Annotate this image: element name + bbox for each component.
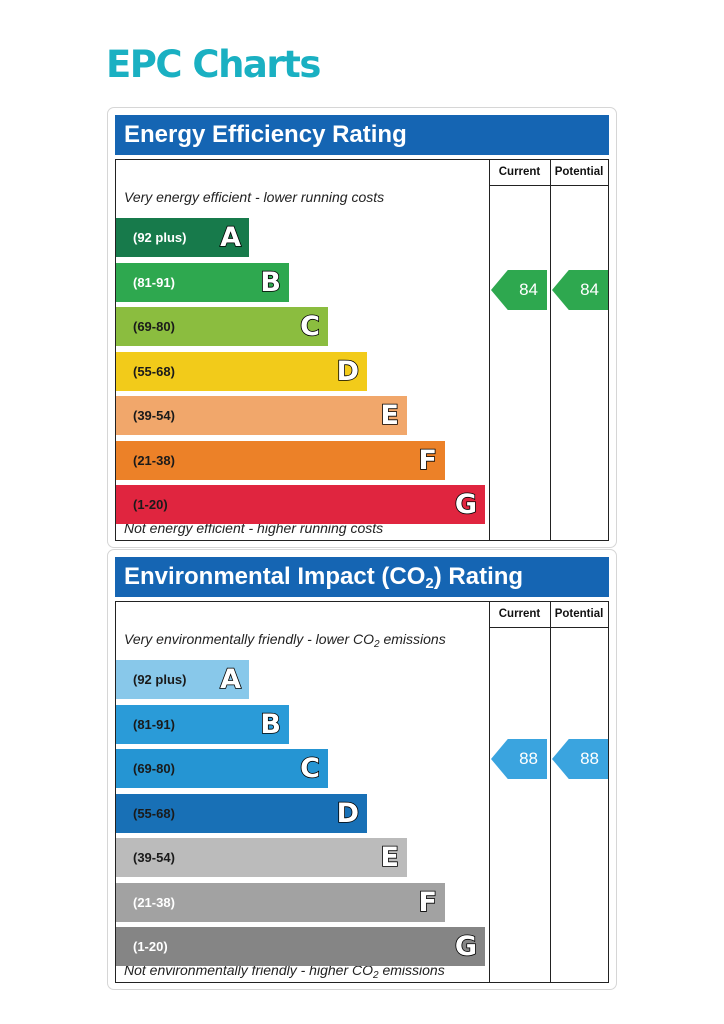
band-letter: E bbox=[380, 399, 400, 432]
band-range-label: (39-54) bbox=[133, 850, 175, 865]
caption-text-end: emissions bbox=[379, 631, 446, 647]
potential-column-header: Potential bbox=[554, 608, 604, 620]
band-bar-f: (21-38) F bbox=[116, 440, 445, 480]
band-bar-a: (92 plus) A bbox=[116, 218, 249, 257]
top-caption: Very energy efficient - lower running co… bbox=[124, 189, 385, 205]
band-letter: E bbox=[380, 841, 400, 874]
divider bbox=[550, 160, 551, 540]
band-range-label: (21-38) bbox=[133, 452, 175, 468]
band-bar-a: (92 plus) A bbox=[116, 660, 249, 699]
caption-text-end: emissions bbox=[378, 962, 445, 978]
band-letter: A bbox=[219, 221, 241, 254]
band-range-label: (21-38) bbox=[133, 894, 175, 910]
band-letter: D bbox=[336, 355, 360, 388]
band-bar-e: (39-54) E bbox=[116, 838, 407, 877]
band-range-label: (1-20) bbox=[133, 939, 168, 954]
header-text: Environmental Impact (CO bbox=[124, 563, 426, 590]
band-bar-f: (21-38) F bbox=[116, 882, 445, 922]
band-range-label: (92 plus) bbox=[133, 672, 187, 687]
current-column-header: Current bbox=[498, 166, 541, 178]
band-range-label: (81-91) bbox=[133, 716, 175, 732]
band-bar-g: (1-20) G bbox=[116, 485, 485, 524]
divider bbox=[489, 602, 490, 982]
current-rating-arrow: 88 bbox=[491, 739, 547, 779]
energy-efficiency-chart: Energy Efficiency Rating Current Potenti… bbox=[107, 107, 617, 548]
divider bbox=[489, 160, 490, 540]
environmental-impact-chart: Environmental Impact (CO2) Rating Curren… bbox=[107, 549, 617, 990]
band-bar-c: (69-80) C bbox=[116, 307, 328, 346]
band-range-label: (1-20) bbox=[133, 497, 168, 512]
current-rating-value: 88 bbox=[519, 749, 538, 768]
divider bbox=[489, 185, 608, 186]
caption-subscript: 2 bbox=[374, 639, 380, 650]
band-range-label: (55-68) bbox=[133, 805, 175, 821]
band-letter: F bbox=[418, 886, 438, 919]
potential-rating-arrow: 84 bbox=[552, 270, 608, 310]
band-letter: G bbox=[454, 930, 478, 963]
band-letter: C bbox=[299, 310, 320, 343]
band-letter: D bbox=[336, 797, 360, 830]
band-letter: B bbox=[260, 266, 282, 299]
caption-text: Very environmentally friendly - lower CO bbox=[124, 631, 375, 647]
header-subscript: 2 bbox=[425, 575, 434, 592]
band-range-label: (55-68) bbox=[133, 363, 175, 379]
band-bar-c: (69-80) C bbox=[116, 749, 328, 788]
current-rating-value: 84 bbox=[519, 280, 538, 299]
potential-column-header: Potential bbox=[554, 166, 604, 178]
energy-chart-header: Energy Efficiency Rating bbox=[115, 115, 609, 155]
divider bbox=[550, 602, 551, 982]
potential-rating-arrow: 88 bbox=[552, 739, 608, 779]
current-rating-arrow: 84 bbox=[491, 270, 547, 310]
energy-chart-grid: Current Potential Very energy efficient … bbox=[115, 159, 609, 541]
environment-chart-grid: Current Potential Very environmentally f… bbox=[115, 601, 609, 983]
page-title: EPC Charts bbox=[106, 43, 321, 86]
band-bar-d: (55-68) D bbox=[116, 793, 367, 833]
top-caption: Very environmentally friendly - lower CO… bbox=[124, 631, 446, 650]
band-range-label: (39-54) bbox=[133, 408, 175, 423]
band-bar-b: (81-91) B bbox=[116, 262, 289, 302]
caption-subscript: 2 bbox=[373, 970, 379, 981]
band-range-label: (81-91) bbox=[133, 274, 175, 290]
band-range-label: (92 plus) bbox=[133, 230, 187, 245]
potential-rating-value: 84 bbox=[580, 280, 599, 299]
band-bar-d: (55-68) D bbox=[116, 351, 367, 391]
current-column-header: Current bbox=[498, 608, 541, 620]
band-letter: B bbox=[260, 708, 282, 741]
band-bar-b: (81-91) B bbox=[116, 704, 289, 744]
environment-chart-header: Environmental Impact (CO2) Rating bbox=[115, 557, 609, 597]
band-range-label: (69-80) bbox=[133, 761, 175, 776]
divider bbox=[489, 627, 608, 628]
band-range-label: (69-80) bbox=[133, 319, 175, 334]
band-bar-e: (39-54) E bbox=[116, 396, 407, 435]
potential-rating-value: 88 bbox=[580, 749, 599, 768]
band-letter: C bbox=[299, 752, 320, 785]
band-letter: A bbox=[219, 663, 241, 696]
band-letter: F bbox=[418, 444, 438, 477]
bottom-caption: Not energy efficient - higher running co… bbox=[124, 520, 384, 536]
caption-text: Not environmentally friendly - higher CO bbox=[124, 962, 373, 978]
band-letter: G bbox=[454, 488, 478, 521]
band-bar-g: (1-20) G bbox=[116, 927, 485, 966]
header-text-end: ) Rating bbox=[433, 563, 524, 590]
bottom-caption: Not environmentally friendly - higher CO… bbox=[124, 962, 445, 981]
